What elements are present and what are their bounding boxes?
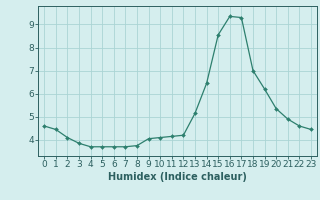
X-axis label: Humidex (Indice chaleur): Humidex (Indice chaleur) bbox=[108, 172, 247, 182]
